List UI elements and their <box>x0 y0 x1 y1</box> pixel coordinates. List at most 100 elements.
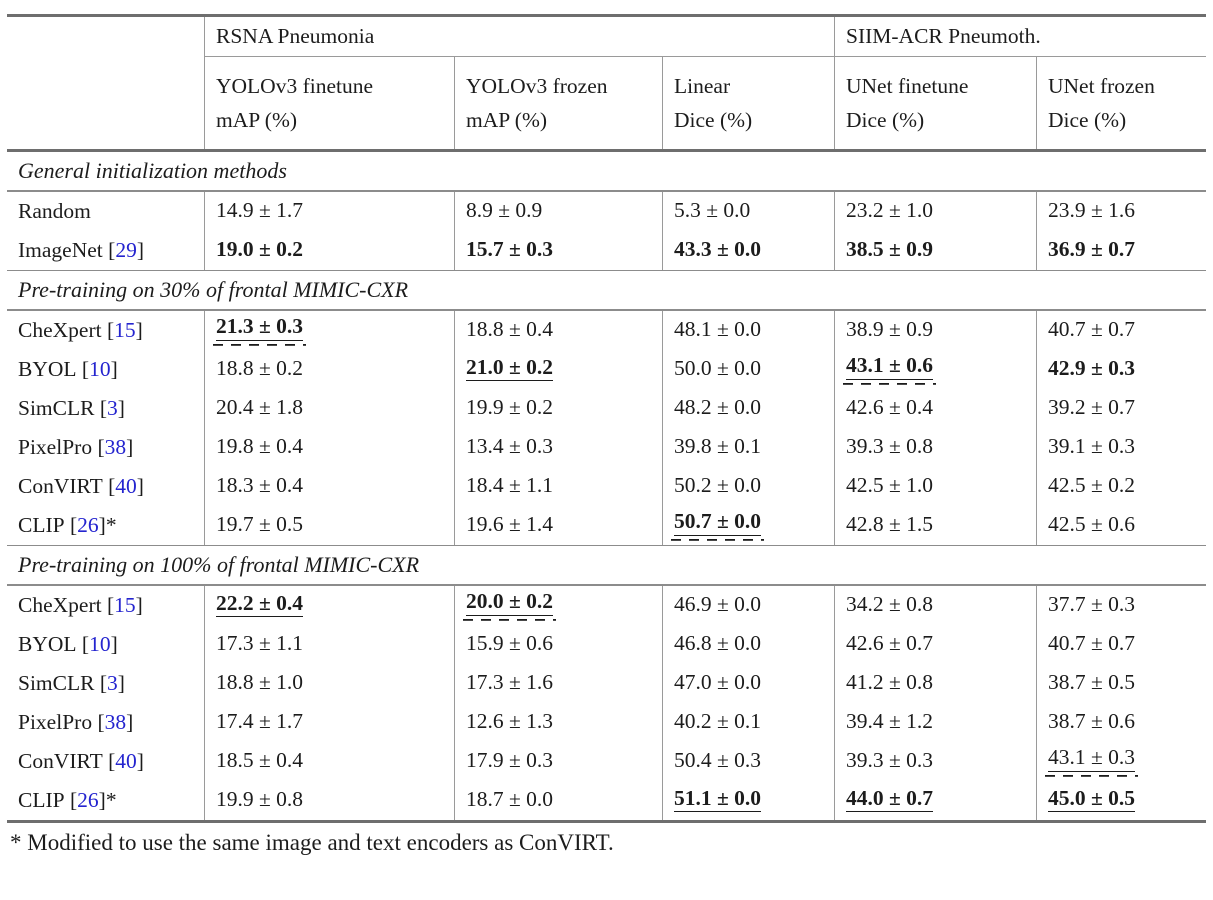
metric-value: 18.8 ± 0.2 <box>216 356 304 381</box>
col-model: Linear <box>674 73 731 98</box>
value-cell: 42.5 ± 0.2 <box>1037 467 1206 506</box>
value-cell: 43.3 ± 0.0 <box>663 230 835 270</box>
metric-value: 39.2 ± 0.7 <box>1048 395 1136 420</box>
value-cell: 46.8 ± 0.0 <box>663 624 835 664</box>
method-cell: ConVIRT [40] <box>7 741 205 781</box>
value-cell: 46.9 ± 0.0 <box>663 585 835 625</box>
metric-value: 39.1 ± 0.3 <box>1048 434 1136 459</box>
table-row: CLIP [26] * 19.9 ± 0.8 18.7 ± 0.0 51.1 ± 0.0… <box>7 780 1206 820</box>
method-name: Random <box>18 198 91 223</box>
method-cell: ImageNet [29] <box>7 230 205 270</box>
metric-value: 17.9 ± 0.3 <box>466 748 554 773</box>
value-cell: 45.0 ± 0.5 <box>1037 781 1206 820</box>
value-cell: 18.8 ± 1.0 <box>205 663 455 703</box>
method-name: ConVIRT <box>18 473 103 498</box>
method-cell: BYOL [10] <box>7 624 205 664</box>
value-cell: 40.2 ± 0.1 <box>663 702 835 742</box>
value-cell: 8.9 ± 0.9 <box>455 191 663 231</box>
table-body: General initialization methods Random 14.9… <box>7 152 1206 820</box>
value-cell: 17.3 ± 1.6 <box>455 663 663 703</box>
value-cell: 19.0 ± 0.2 <box>205 230 455 270</box>
col-model: YOLOv3 frozen <box>466 73 608 98</box>
method-name: CLIP <box>18 512 65 537</box>
value-cell: 39.2 ± 0.7 <box>1037 389 1206 428</box>
metric-value: 19.9 ± 0.2 <box>466 395 554 420</box>
metric-value: 19.6 ± 1.4 <box>466 512 554 537</box>
value-cell: 38.9 ± 0.9 <box>835 310 1037 350</box>
metric-value: 39.3 ± 0.8 <box>846 434 934 459</box>
table-row: CheXpert [15] 22.2 ± 0.4 20.0 ± 0.2 46.9 ± … <box>7 585 1206 625</box>
value-cell: 39.8 ± 0.1 <box>663 427 835 467</box>
section-title-rule <box>7 190 1206 192</box>
citation-link[interactable]: 26 <box>77 787 99 812</box>
table-row: CLIP [26] * 19.7 ± 0.5 19.6 ± 1.4 50.7 ± 0.0… <box>7 505 1206 545</box>
citation-link[interactable]: 40 <box>115 473 137 498</box>
citation-link[interactable]: 3 <box>107 670 118 695</box>
value-cell: 18.7 ± 0.0 <box>455 780 663 820</box>
method-name: BYOL <box>18 356 77 381</box>
metric-value: 42.5 ± 0.2 <box>1048 473 1136 498</box>
corner-cell <box>7 17 205 149</box>
table-row: SimCLR [3] 18.8 ± 1.0 17.3 ± 1.6 47.0 ± 0.0… <box>7 663 1206 703</box>
method-name: BYOL <box>18 631 77 656</box>
citation-link[interactable]: 38 <box>104 434 127 459</box>
metric-value: 18.5 ± 0.4 <box>216 748 304 773</box>
header-bottom-rule <box>7 149 1206 152</box>
metric-value: 18.8 ± 0.4 <box>466 317 554 342</box>
metric-value: 12.6 ± 1.3 <box>466 709 554 734</box>
table-row: ConVIRT [40] 18.3 ± 0.4 18.4 ± 1.1 50.2 ± 0… <box>7 466 1206 506</box>
second-best-dashed-underline: 20.0 ± 0.2 <box>463 589 557 621</box>
value-cell: 42.9 ± 0.3 <box>1037 350 1206 389</box>
value-cell: 47.0 ± 0.0 <box>663 663 835 703</box>
metric-value: 41.2 ± 0.8 <box>846 670 934 695</box>
metric-value: 40.7 ± 0.7 <box>1048 317 1136 342</box>
section-divider-rule <box>7 544 1206 546</box>
value-cell: 42.8 ± 1.5 <box>835 505 1037 545</box>
second-best-dashed-underline: 43.1 ± 0.3 <box>1045 745 1139 777</box>
citation-link[interactable]: 3 <box>107 395 118 420</box>
citation-link[interactable]: 40 <box>115 748 137 773</box>
method-cell: Random <box>7 191 205 231</box>
metric-value: 40.7 ± 0.7 <box>1048 631 1136 656</box>
metric-value: 23.9 ± 1.6 <box>1048 198 1136 223</box>
section-title-rule <box>7 309 1206 311</box>
value-cell: 40.7 ± 0.7 <box>1037 625 1206 664</box>
citation-link[interactable]: 10 <box>89 631 111 656</box>
citation-link[interactable]: 38 <box>104 709 127 734</box>
metric-value: 47.0 ± 0.0 <box>674 670 762 695</box>
citation-link[interactable]: 10 <box>89 356 111 381</box>
citation-link[interactable]: 29 <box>115 237 137 262</box>
value-cell: 42.5 ± 1.0 <box>835 466 1037 506</box>
table-row: ConVIRT [40] 18.5 ± 0.4 17.9 ± 0.3 50.4 ± 0… <box>7 741 1206 781</box>
citation-link[interactable]: 15 <box>114 317 136 342</box>
value-cell: 19.7 ± 0.5 <box>205 505 455 545</box>
method-cell: PixelPro [38] <box>7 702 205 742</box>
metric-value: 19.0 ± 0.2 <box>216 237 304 262</box>
section-title: Pre-training on 100% of frontal MIMIC-CX… <box>18 552 420 577</box>
method-cell: CheXpert [15] <box>7 585 205 625</box>
value-cell: 19.8 ± 0.4 <box>205 427 455 467</box>
citation-link[interactable]: 15 <box>114 592 136 617</box>
metric-value: 46.9 ± 0.0 <box>674 592 762 617</box>
value-cell: 17.3 ± 1.1 <box>205 624 455 664</box>
col-header-yolov3-finetune: YOLOv3 finetune mAP (%) <box>205 57 455 149</box>
value-cell: 19.9 ± 0.2 <box>455 388 663 428</box>
value-cell: 39.1 ± 0.3 <box>1037 428 1206 467</box>
method-name: SimCLR <box>18 395 95 420</box>
footnote-marker: * <box>105 512 117 537</box>
method-name: PixelPro <box>18 709 93 734</box>
metric-value: 50.7 ± 0.0 <box>674 511 762 536</box>
second-best-dashed-underline: 43.1 ± 0.6 <box>843 353 937 385</box>
metric-value: 20.4 ± 1.8 <box>216 395 304 420</box>
value-cell: 19.9 ± 0.8 <box>205 780 455 820</box>
value-cell: 23.9 ± 1.6 <box>1037 192 1206 231</box>
citation-link[interactable]: 26 <box>77 512 99 537</box>
value-cell: 20.4 ± 1.8 <box>205 388 455 428</box>
col-model: UNet finetune <box>846 73 969 98</box>
value-cell: 38.7 ± 0.5 <box>1037 664 1206 703</box>
table-row: PixelPro [38] 17.4 ± 1.7 12.6 ± 1.3 40.2 ± … <box>7 702 1206 742</box>
metric-value: 20.0 ± 0.2 <box>466 591 554 616</box>
value-cell: 18.3 ± 0.4 <box>205 466 455 506</box>
metric-value: 38.9 ± 0.9 <box>846 317 934 342</box>
metric-value: 42.5 ± 1.0 <box>846 473 934 498</box>
